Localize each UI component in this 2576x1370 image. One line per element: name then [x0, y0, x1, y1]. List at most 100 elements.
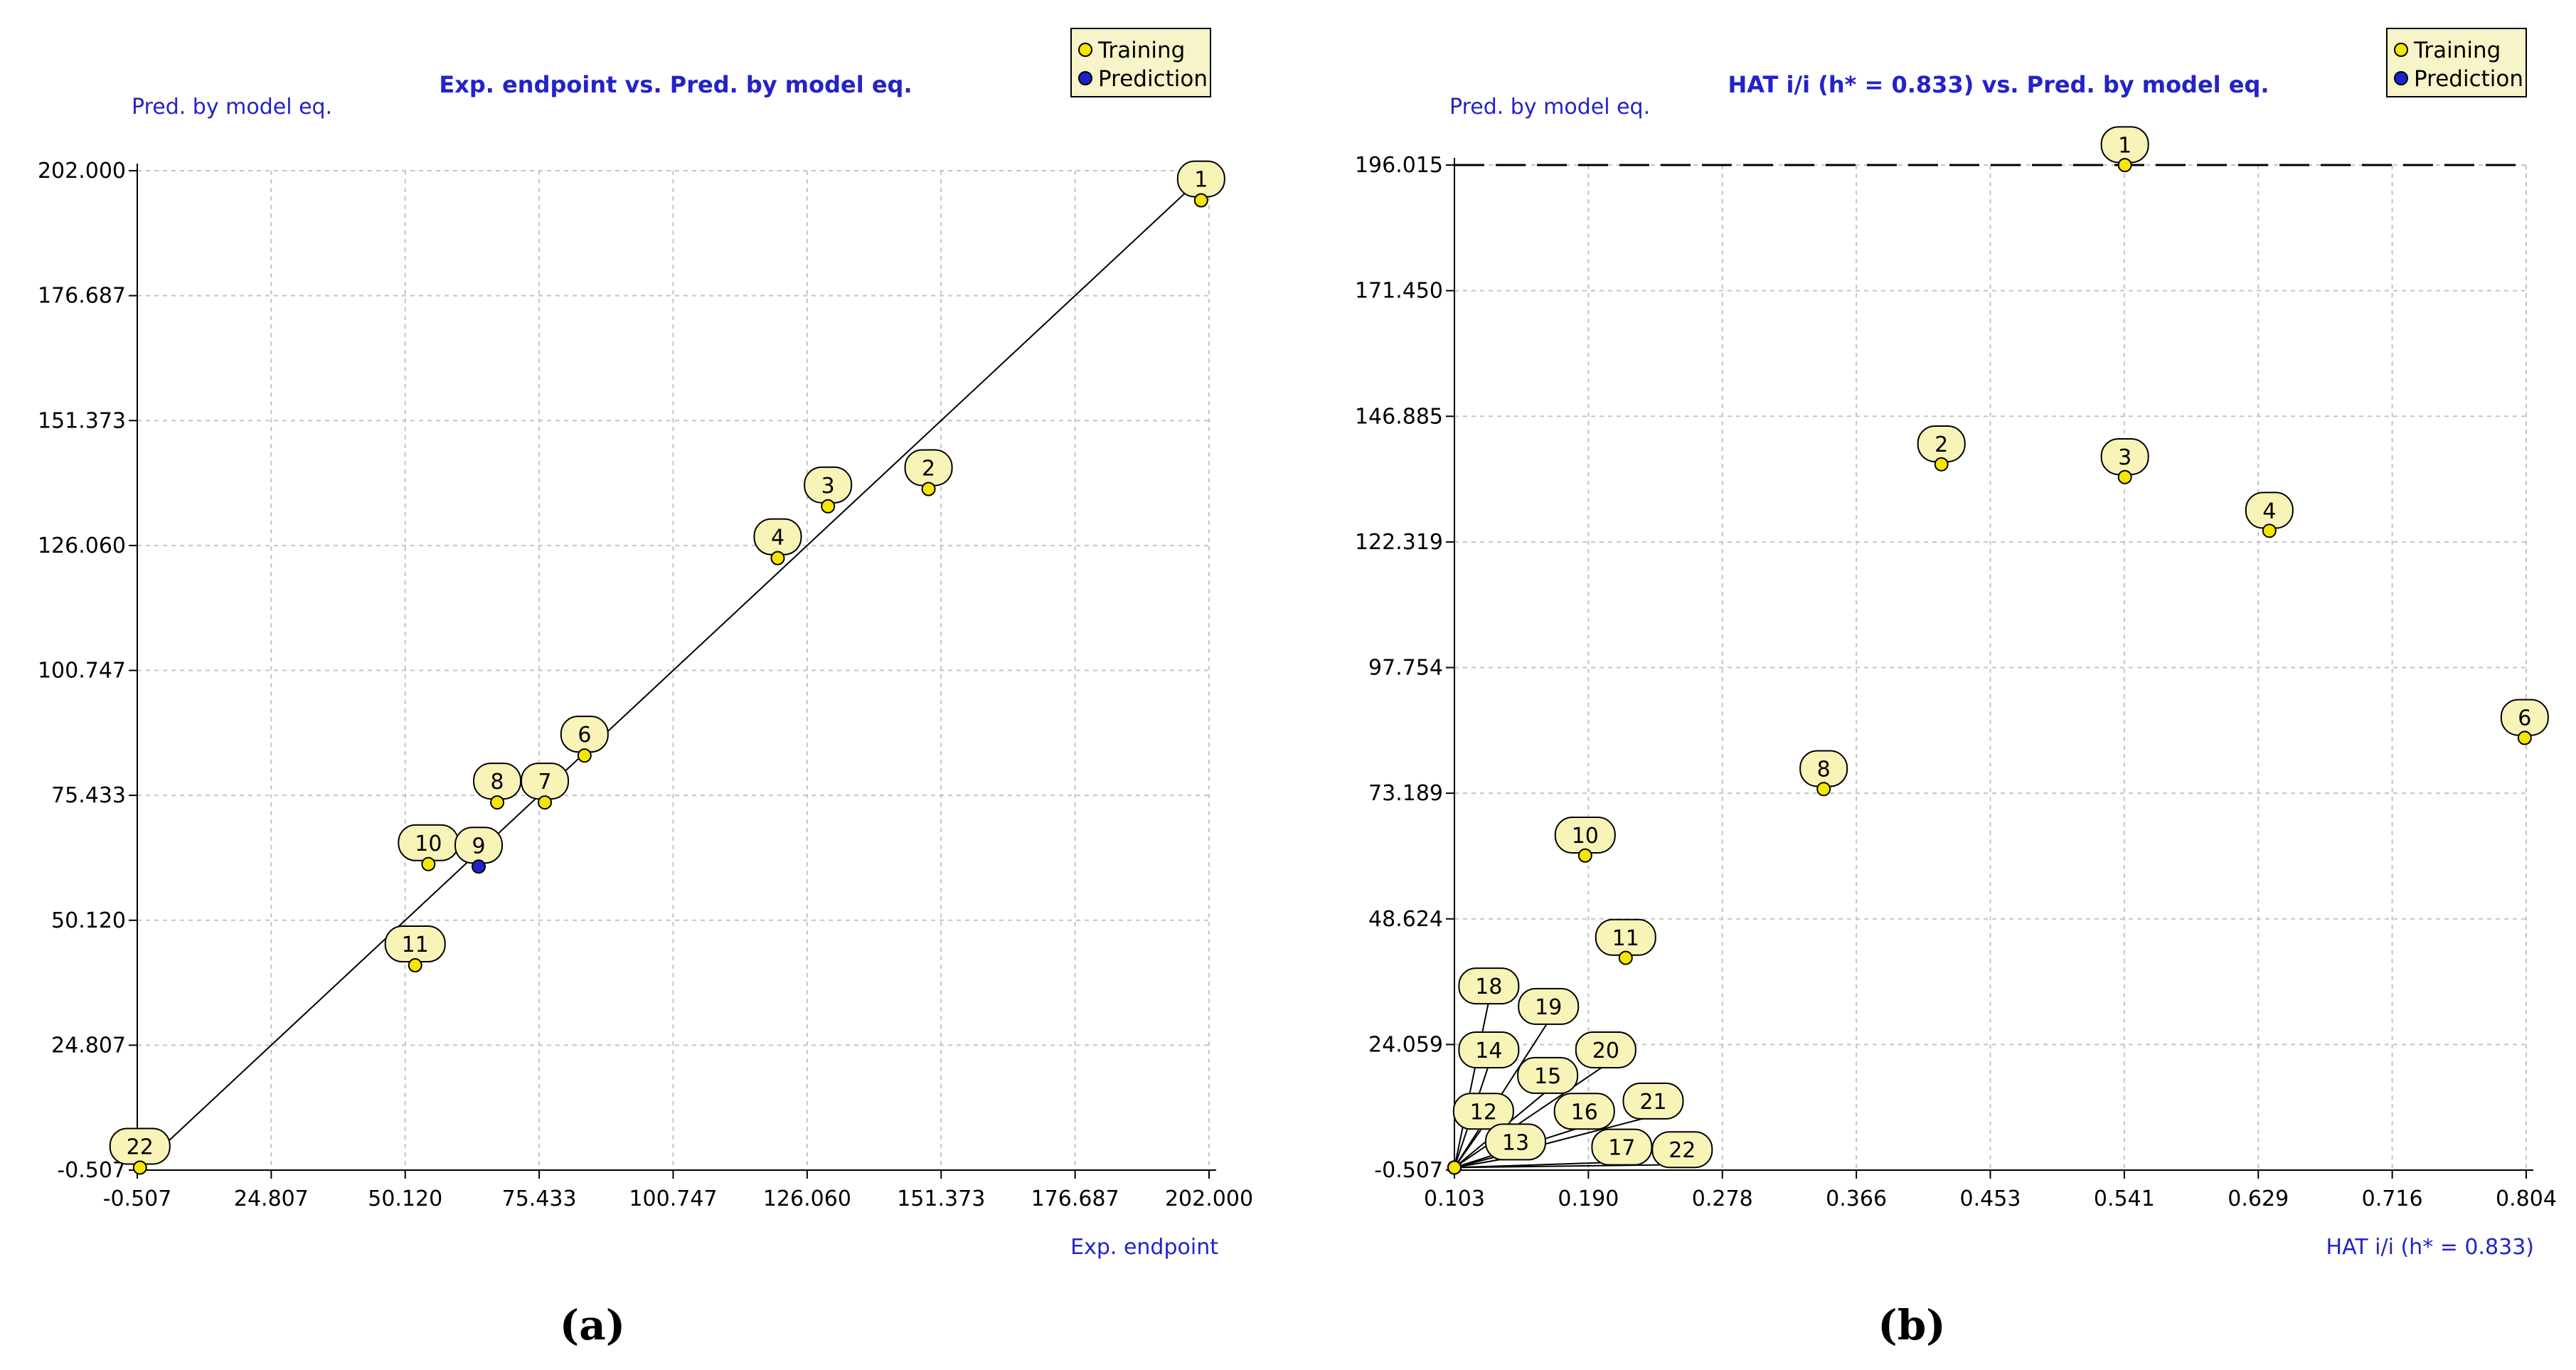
leader-line	[1454, 1000, 1490, 1168]
training-point	[1577, 848, 1592, 863]
x-tick-label: 50.120	[368, 1186, 442, 1211]
y-axis-label: Pred. by model eq.	[1449, 95, 1650, 120]
chart-title: Exp. endpoint vs. Pred. by model eq.	[439, 71, 912, 98]
training-point	[2262, 524, 2277, 538]
y-tick-label: 126.060	[38, 533, 126, 558]
point-label: 1	[1194, 168, 1208, 193]
panel-label: (b)	[1878, 1301, 1945, 1349]
point-label: 11	[402, 933, 429, 957]
data-point-group: 22	[109, 1127, 171, 1175]
point-label-bubble	[1517, 1056, 1579, 1094]
legend: Training Prediction	[1070, 28, 1211, 97]
point-label: 4	[771, 526, 784, 551]
x-tick-label: 0.103	[1424, 1186, 1485, 1211]
y-tick-label: 176.687	[38, 284, 126, 309]
data-point-group: 7	[521, 763, 570, 810]
y-tick-label: 196.015	[1355, 153, 1443, 178]
point-label: 11	[1612, 926, 1639, 951]
legend-entry: Training	[2413, 38, 2501, 63]
x-axis-label: Exp. endpoint	[1070, 1235, 1218, 1260]
data-point-group: 8	[473, 763, 522, 810]
training-point	[1816, 782, 1831, 797]
training-point	[1618, 950, 1633, 965]
y-tick-label: 48.624	[1368, 907, 1443, 932]
data-point-group: 2	[904, 449, 953, 497]
point-label: 15	[1534, 1064, 1561, 1089]
y-tick-label: 202.000	[38, 159, 126, 184]
y-tick-label: 24.059	[1368, 1032, 1443, 1057]
point-label: 2	[1934, 432, 1948, 457]
point-label: 16	[1571, 1100, 1598, 1125]
legend: Training Prediction	[2386, 28, 2527, 97]
data-point-group: 8	[1799, 750, 1848, 797]
point-label: 13	[1502, 1130, 1529, 1155]
data-point-group: 6	[2500, 699, 2549, 745]
data-point-group: 3	[804, 466, 853, 514]
y-tick-label: 122.319	[1355, 530, 1443, 555]
point-label: 2	[922, 457, 935, 482]
y-tick-label: 151.373	[38, 408, 126, 433]
data-point-group: 2	[1917, 425, 1966, 472]
x-tick-label: 100.747	[629, 1186, 717, 1211]
x-tick-label: 202.000	[1165, 1186, 1253, 1211]
y-tick-label: 73.189	[1368, 781, 1443, 806]
x-tick-label: 0.278	[1692, 1186, 1753, 1211]
point-label-bubble	[1458, 1031, 1520, 1068]
training-point	[538, 795, 553, 810]
data-point-group: 22	[1447, 1131, 1713, 1175]
point-label-bubble	[1458, 967, 1520, 1005]
x-axis-label: HAT i/i (h* = 0.833)	[2326, 1235, 2534, 1260]
point-label: 4	[2262, 499, 2276, 524]
training-point	[1193, 193, 1208, 208]
data-point-group: 6	[560, 716, 609, 763]
data-point-group: 3	[2100, 437, 2149, 484]
x-tick-label: 0.453	[1960, 1186, 2021, 1211]
point-label: 22	[1668, 1138, 1696, 1163]
y-tick-label: -0.507	[57, 1158, 126, 1183]
leader-line	[1454, 1115, 1654, 1169]
legend-training-marker	[1078, 43, 1092, 57]
x-tick-label: 75.433	[502, 1186, 577, 1211]
training-point	[421, 856, 436, 871]
point-label-bubble	[1651, 1131, 1713, 1169]
y-tick-label: 146.885	[1355, 404, 1443, 429]
x-tick-label: 0.190	[1558, 1186, 1619, 1211]
point-label: 10	[1572, 824, 1599, 849]
y-tick-label: 97.754	[1368, 656, 1443, 681]
point-label: 14	[1475, 1039, 1502, 1063]
x-tick-label: 0.629	[2228, 1186, 2289, 1211]
y-tick-label: -0.507	[1374, 1158, 1443, 1183]
data-point-group: 4	[753, 518, 802, 565]
point-label: 6	[578, 723, 591, 748]
point-label: 3	[2118, 445, 2131, 470]
leader-line	[1454, 1125, 1484, 1168]
data-point-group: 11	[384, 925, 446, 973]
chart-panel-a: -0.507 24.807 50.120 75.433 100.747 126.060 15…	[38, 28, 1253, 1349]
prediction-point	[472, 859, 486, 874]
data-point-group: 11	[1595, 918, 1656, 965]
training-point	[408, 958, 422, 973]
point-label-bubble	[1518, 987, 1580, 1025]
legend-entry: Prediction	[1098, 66, 1208, 92]
training-point	[2517, 731, 2532, 745]
x-tick-label: 24.807	[234, 1186, 309, 1211]
training-point	[921, 482, 936, 497]
point-label-bubble	[1484, 1123, 1546, 1161]
legend-entry: Training	[1097, 38, 1185, 63]
y-tick-label: 75.433	[51, 783, 126, 808]
x-tick-label: 176.687	[1031, 1186, 1119, 1211]
data-point-group: 10	[1554, 817, 1616, 863]
point-label: 21	[1639, 1090, 1666, 1115]
y-tick-label: 24.807	[51, 1033, 126, 1058]
point-label-bubble	[1622, 1082, 1684, 1120]
training-point	[490, 795, 505, 810]
legend-training-marker	[2394, 43, 2408, 57]
data-point-group: 21	[1447, 1082, 1684, 1175]
training-point	[821, 499, 836, 514]
leader-line	[1454, 1164, 1683, 1169]
training-point	[2117, 469, 2132, 484]
point-label: 1	[2118, 133, 2131, 158]
x-tick-label: 0.366	[1826, 1186, 1887, 1211]
point-label: 8	[1817, 758, 1831, 782]
x-tick-label: 0.716	[2362, 1186, 2423, 1211]
